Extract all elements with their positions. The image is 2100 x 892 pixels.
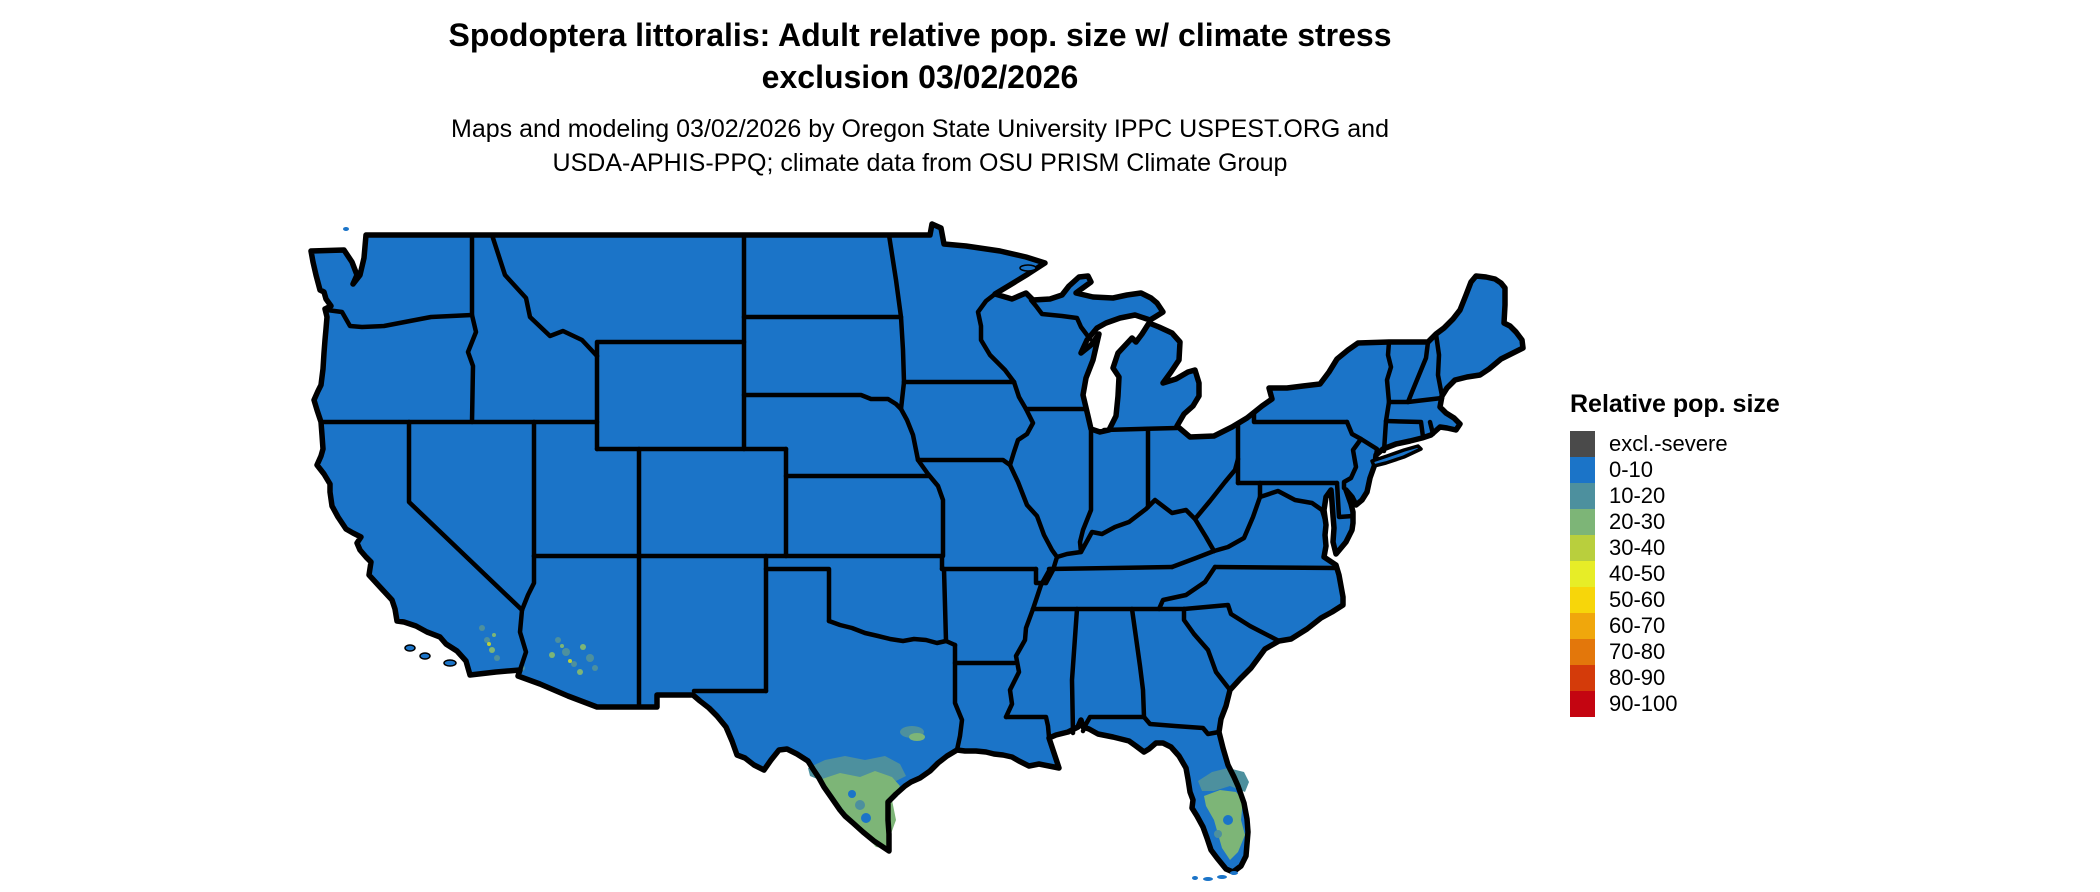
patch-texas-blue-hole (848, 790, 856, 798)
legend-swatch-60-70 (1570, 613, 1595, 639)
legend-item-label: 70-80 (1609, 639, 1666, 664)
patch-south-texas-teal (808, 756, 906, 781)
legend-item: 20-30 (1570, 509, 1870, 535)
legend-item: 50-60 (1570, 587, 1870, 613)
legend-swatch-10-20 (1570, 483, 1595, 509)
florida-key (1192, 876, 1198, 880)
legend-item: 60-70 (1570, 613, 1870, 639)
legend-item: excl.-severe (1570, 431, 1870, 457)
legend-swatch-0-10 (1570, 457, 1595, 483)
subtitle-line-1: Maps and modeling 03/02/2026 by Oregon S… (451, 115, 1389, 143)
legend-item-label: 20-30 (1609, 509, 1666, 534)
patch-south-texas-green (819, 771, 900, 849)
patch-texas-coast-green (909, 733, 925, 741)
page-title: Spodoptera littoralis: Adult relative po… (0, 14, 1840, 98)
patch-arizona-speckles (519, 637, 598, 675)
patch-florida-blue-hole (1223, 815, 1233, 825)
legend-item-label: 30-40 (1609, 535, 1666, 560)
legend-item-label: 50-60 (1609, 587, 1666, 612)
legend-item-label: 10-20 (1609, 483, 1666, 508)
legend-item: 80-90 (1570, 665, 1870, 691)
florida-key (1217, 875, 1227, 879)
legend-item: 30-40 (1570, 535, 1870, 561)
florida-key (1203, 877, 1213, 881)
legend-item-label: 40-50 (1609, 561, 1666, 586)
patch-florida-speckle (1214, 830, 1222, 838)
legend-items: excl.-severe 0-10 10-20 20-30 30-40 40-50 50-6… (1570, 431, 1870, 717)
page-subtitle: Maps and modeling 03/02/2026 by Oregon S… (0, 112, 1840, 180)
legend-item: 0-10 (1570, 457, 1870, 483)
subtitle-line-2: USDA-APHIS-PPQ; climate data from OSU PR… (552, 149, 1288, 177)
land (311, 224, 1523, 872)
patch-texas-blue-hole (861, 813, 871, 823)
patch-california-speckles (479, 625, 500, 661)
channel-island (404, 644, 416, 652)
legend-item-label: excl.-severe (1609, 431, 1728, 456)
long-island (1370, 444, 1423, 468)
islands (343, 227, 1423, 881)
legend-swatch-excl.-severe (1570, 431, 1595, 457)
legend-item-label: 90-100 (1609, 691, 1678, 716)
us-map-svg (308, 221, 1526, 881)
us-map (300, 220, 1535, 888)
state-borders (318, 232, 1445, 753)
title-line-1: Spodoptera littoralis: Adult relative po… (448, 17, 1392, 53)
legend-swatch-40-50 (1570, 561, 1595, 587)
legend-item-label: 60-70 (1609, 613, 1666, 638)
country-outline (308, 221, 1526, 875)
legend-item-label: 0-10 (1609, 457, 1654, 482)
legend-item: 70-80 (1570, 639, 1870, 665)
legend-swatch-90-100 (1570, 691, 1595, 717)
channel-island (419, 652, 431, 660)
legend-item: 10-20 (1570, 483, 1870, 509)
legend-swatch-20-30 (1570, 509, 1595, 535)
legend-swatch-50-60 (1570, 587, 1595, 613)
legend-item: 40-50 (1570, 561, 1870, 587)
patch-texas-speckle (855, 800, 865, 810)
title-line-2: exclusion 03/02/2026 (761, 59, 1079, 95)
legend-item: 90-100 (1570, 691, 1870, 717)
legend: Relative pop. size excl.-severe 0-10 10-20… (1570, 390, 1870, 717)
legend-title: Relative pop. size (1570, 390, 1780, 418)
florida-key (1230, 871, 1238, 875)
legend-item-label: 80-90 (1609, 665, 1666, 690)
isle-royale (1019, 264, 1037, 272)
channel-island (443, 659, 457, 667)
legend-swatch-80-90 (1570, 665, 1595, 691)
header: Spodoptera littoralis: Adult relative po… (0, 14, 1840, 180)
point-roberts-island (343, 227, 349, 231)
patch-south-florida-green (1204, 790, 1245, 860)
legend-swatch-70-80 (1570, 639, 1595, 665)
legend-swatch-30-40 (1570, 535, 1595, 561)
